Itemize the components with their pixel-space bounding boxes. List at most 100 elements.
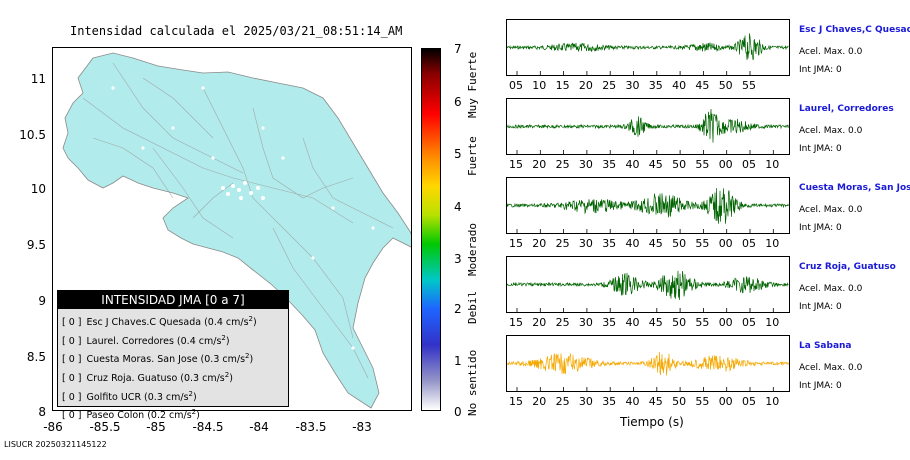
colorbar-tick: 5 — [454, 147, 462, 161]
waveform-trace-panel — [506, 177, 790, 234]
scale-label-debil: Debil — [466, 290, 479, 324]
legend-item-unit-sup: 2 — [248, 315, 253, 323]
waveform-tick-label: 00 — [718, 158, 733, 171]
waveform-trace-panel — [506, 98, 790, 155]
waveform-tick-label: 15 — [555, 79, 570, 92]
waveform-tick-label: 20 — [532, 395, 547, 408]
waveform-tick-label: 25 — [555, 395, 570, 408]
legend-item-close: ) — [249, 354, 254, 366]
legend-item-close: ) — [253, 317, 257, 329]
traces-x-axis-label: Tiempo (s) — [620, 415, 684, 429]
colorbar-tick: 4 — [454, 200, 462, 214]
waveform-tick-label: 30 — [578, 316, 593, 329]
waveform-svg — [507, 351, 789, 391]
legend-item-label: Cuesta Moras. San Jose (0.3 cm/s — [86, 354, 246, 366]
legend-item-intensity: [ 0 ] — [62, 354, 82, 366]
station-jma-intensity: Int JMA: 0 — [799, 65, 842, 75]
waveform-tick-label: 35 — [602, 158, 617, 171]
waveform-tick-label: 30 — [578, 158, 593, 171]
legend-item-unit-sup: 2 — [191, 408, 197, 417]
waveform-tick-label: 25 — [555, 158, 570, 171]
waveform-tick-label: 30 — [578, 237, 593, 250]
waveform-tick-label: 10 — [532, 79, 547, 92]
y-tick-label: 10 — [30, 182, 46, 196]
waveform-svg — [507, 33, 789, 75]
legend-item-intensity: [ 0 ] — [62, 391, 82, 403]
waveform-trace-panel — [506, 256, 790, 313]
station-peak-accel: Acel. Max. 0.0 — [799, 284, 863, 294]
station-jma-intensity: Int JMA: 0 — [799, 302, 842, 312]
footer-id: LISUCR 20250321145122 — [4, 440, 107, 449]
waveform-tick-label: 45 — [695, 79, 710, 92]
legend-item: [ 0 ] Cruz Roja. Guatuso (0.3 cm/s2) — [58, 368, 288, 387]
x-tick-label: -85 — [146, 420, 166, 434]
waveform-tick-label: 15 — [509, 316, 523, 329]
legend-item-intensity: [ 0 ] — [62, 410, 82, 422]
waveform-tick-label: 40 — [625, 237, 640, 250]
waveform-tick-label: 20 — [578, 79, 593, 92]
waveform-svg — [507, 270, 789, 312]
legend-item-label: Paseo Colon (0.2 cm/s — [86, 410, 192, 422]
waveform-line — [507, 33, 789, 61]
legend-item: [ 0 ] Laurel. Corredores (0.4 cm/s2) — [58, 331, 288, 350]
y-tick-label: 11 — [30, 72, 46, 86]
legend-item-label: Esc J Chaves.C Quesada (0.4 cm/s — [86, 317, 249, 329]
legend-item-label: Laurel. Corredores (0.4 cm/s — [86, 335, 222, 347]
waveform-tick-label: 50 — [672, 158, 687, 171]
station-peak-accel: Acel. Max. 0.0 — [799, 126, 863, 136]
station-name: Laurel, Corredores — [799, 104, 894, 114]
waveform-tick-label: 25 — [602, 79, 617, 92]
waveform-tick-label: 55 — [742, 79, 756, 92]
legend-item-close: ) — [196, 410, 200, 422]
waveform-line — [507, 188, 789, 224]
waveform-tick-label: 00 — [718, 316, 733, 329]
colorbar-tick: 7 — [454, 42, 462, 56]
legend-item-intensity: [ 0 ] — [62, 317, 82, 329]
waveform-tick-label: 05 — [742, 237, 756, 250]
legend-item-label: Cruz Roja. Guatuso (0.3 cm/s — [86, 373, 225, 385]
station-jma-intensity: Int JMA: 0 — [799, 144, 842, 154]
waveform-tick-label: 50 — [672, 237, 687, 250]
x-tick-label: -84 — [249, 420, 269, 434]
waveform-tick-label: 10 — [765, 158, 780, 171]
legend-item-unit-sup: 2 — [224, 370, 230, 379]
waveform-tick-label: 25 — [555, 237, 570, 250]
waveform-tick-label: 10 — [765, 237, 780, 250]
waveform-line — [507, 270, 789, 301]
waveform-tick-label: 10 — [765, 316, 780, 329]
scale-label-muy-fuerte: Muy Fuerte — [466, 51, 479, 118]
legend-item-close: ) — [193, 391, 197, 403]
waveform-tick-label: 40 — [625, 395, 640, 408]
waveform-tick-label: 05 — [509, 79, 523, 92]
station-name: Cuesta Moras, San Jose — [799, 183, 910, 193]
colorbar-tick: 6 — [454, 95, 462, 109]
station-jma-intensity: Int JMA: 0 — [799, 223, 842, 233]
waveform-tick-label: 15 — [509, 395, 523, 408]
waveform-tick-label: 20 — [532, 158, 547, 171]
legend-item-close: ) — [225, 335, 230, 347]
waveform-tick-label: 45 — [648, 316, 663, 329]
waveform-line — [507, 108, 789, 143]
legend-item-intensity: [ 0 ] — [62, 373, 82, 385]
legend-item: [ 0 ] Cuesta Moras. San Jose (0.3 cm/s2) — [58, 349, 288, 368]
waveform-tick-label: 20 — [532, 237, 547, 250]
waveform-tick-label: 15 — [509, 237, 523, 250]
x-tick-label: -83 — [352, 420, 372, 434]
waveform-tick-label: 55 — [695, 158, 710, 171]
legend-item-intensity: [ 0 ] — [62, 335, 82, 347]
x-tick-label: -86 — [43, 420, 63, 434]
legend-item-unit-sup: 2 — [221, 333, 226, 342]
intensity-colorbar — [421, 48, 441, 411]
waveform-trace-panel — [506, 19, 790, 76]
waveform-svg — [507, 188, 789, 233]
legend-item-label: Golfito UCR (0.3 cm/s — [86, 391, 189, 403]
waveform-tick-label: 35 — [602, 316, 617, 329]
legend-item-close: ) — [229, 373, 233, 385]
station-name: Esc J Chaves,C Quesada — [799, 25, 910, 35]
y-tick-label: 9.5 — [26, 238, 46, 252]
waveform-tick-label: 00 — [718, 237, 733, 250]
waveform-tick-label: 45 — [648, 395, 663, 408]
colorbar-tick: 3 — [454, 252, 462, 266]
waveform-tick-label: 55 — [695, 395, 710, 408]
waveform-tick-label: 10 — [765, 395, 780, 408]
